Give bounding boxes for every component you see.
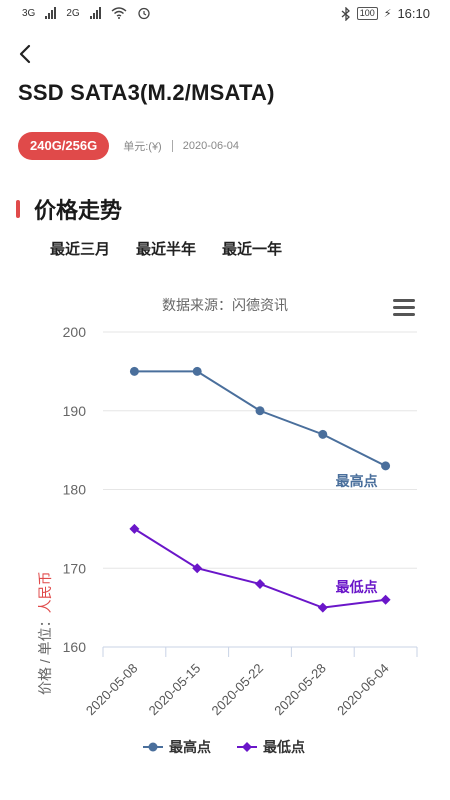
y-tick-label: 190 [63,403,87,419]
meta-divider [171,140,173,152]
product-meta: 240G/256G 单元:(¥) 2020-06-04 [18,132,239,160]
hamburger-menu-icon[interactable] [393,299,415,316]
tab-one-year[interactable]: 最近一年 [222,241,283,258]
x-tick-label: 2020-05-22 [208,661,266,719]
y-axis-label: 价格 / 单位：人民币 [37,571,53,695]
back-arrow-icon[interactable] [14,40,38,68]
status-bar: 3G 2G 100 ⚡ 16:10 [0,0,450,30]
legend-label-high: 最高点 [169,739,211,755]
signal-icon [45,7,57,19]
section-title: 价格走势 [34,198,123,223]
high-point [318,429,328,439]
charging-icon: ⚡ [383,8,392,20]
x-tick-label: 2020-05-08 [83,661,141,719]
x-tick-label: 2020-06-04 [334,661,392,719]
y-axis-label-unit: 人民币 [37,571,53,613]
update-date: 2020-06-04 [182,140,239,152]
tab-three-months[interactable]: 最近三月 [50,241,111,258]
wifi-icon [111,7,127,19]
tab-half-year[interactable]: 最近半年 [136,241,197,258]
legend-marker-low [242,742,252,752]
high-point [192,366,202,376]
capacity-badge[interactable]: 240G/256G [18,132,110,160]
chart-source: 数据来源：闪德资讯 [162,297,288,313]
section-accent-bar [16,200,20,218]
chart-legend: 最高点 最低点 [143,739,305,755]
range-tabs: 最近三月 最近半年 最近一年 [50,238,282,259]
battery-level: 100 [359,8,375,18]
low-point [255,579,265,589]
series-line-high [134,370,387,467]
x-tick-label: 2020-05-28 [271,661,329,719]
low-point [129,523,140,534]
x-tick-label: 2020-05-15 [146,661,204,719]
net1-label: 3G [22,7,36,19]
low-point [317,602,328,613]
net2-label: 2G [66,7,80,19]
y-tick-label: 170 [63,560,87,576]
network-2g-indicator: 2G [66,8,79,19]
high-point [381,461,391,471]
y-axis-label-prefix: 价格 / 单位： [37,613,53,695]
high-point [255,406,265,416]
y-tick-label: 160 [63,639,87,655]
series-annotation-high: 最高点 [336,473,378,489]
chart-grid [103,331,417,648]
series-annotation-low: 最低点 [336,579,378,595]
low-point [192,563,203,574]
high-point [129,366,139,376]
y-tick-label: 200 [63,324,87,340]
network-3g-indicator: 3G [22,8,35,19]
signal-icon-2 [89,7,101,19]
page-title: SSD SATA3(M.2/MSATA) [18,80,275,105]
battery-icon: 100 [356,7,378,20]
x-axis: 2020-05-08 2020-05-15 2020-05-22 2020-05-28… [83,647,418,719]
low-point [380,594,391,605]
clock-time: 16:10 [397,6,430,21]
y-axis-ticks: 160 170 180 190 200 [63,324,87,655]
y-tick-label: 180 [63,482,87,498]
alarm-icon [138,7,150,20]
bluetooth-icon [341,6,350,21]
currency-unit: 单元:(¥) [123,141,162,153]
legend-marker-high [148,742,158,752]
legend-label-low: 最低点 [263,739,305,755]
section-header: 价格走势 [16,193,122,225]
